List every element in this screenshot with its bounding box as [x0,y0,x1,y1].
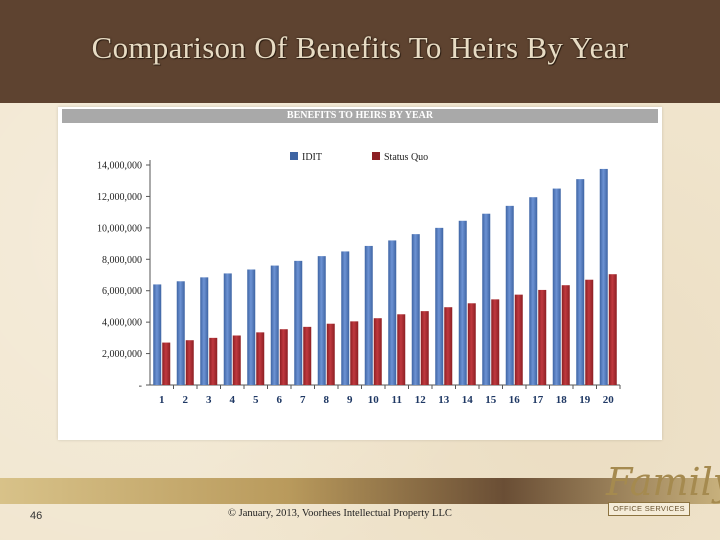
x-tick-label: 2 [183,394,189,406]
x-tick-label: 7 [300,394,306,406]
logo-subtext: OFFICE SERVICES [608,502,690,516]
bar-idit-5 [247,269,256,385]
bar-status-quo-20 [608,274,617,385]
bar-idit-3 [200,277,209,385]
bar-status-quo-19 [585,279,594,385]
bar-status-quo-6 [279,329,288,385]
bar-status-quo-3 [209,337,218,385]
x-tick-label: 19 [579,394,591,406]
legend-swatch-status-quo [372,152,380,160]
bar-status-quo-2 [185,340,194,385]
x-tick-label: 18 [556,394,568,406]
chart-title: BENEFITS TO HEIRS BY YEAR [62,109,658,123]
x-tick-label: 4 [230,394,236,406]
copyright-text: © January, 2013, Voorhees Intellectual P… [228,508,452,519]
bar-idit-12 [411,234,420,385]
bar-status-quo-11 [397,314,406,385]
y-tick-label: 14,000,000 [97,161,142,172]
bar-status-quo-15 [491,299,500,385]
y-tick-label: - [139,381,142,392]
bar-status-quo-18 [561,285,570,385]
bar-idit-11 [388,240,397,385]
bar-idit-20 [599,168,608,385]
bar-idit-9 [341,251,350,385]
bar-status-quo-10 [373,318,382,385]
bar-idit-10 [364,245,373,385]
bar-status-quo-9 [350,321,359,385]
bar-idit-2 [176,281,185,385]
footer-band [0,478,720,504]
y-tick-label: 6,000,000 [102,286,142,297]
bar-status-quo-14 [467,303,476,385]
bar-status-quo-12 [420,311,429,385]
x-tick-label: 10 [368,394,380,406]
x-tick-label: 17 [532,394,544,406]
bar-idit-18 [552,188,561,385]
bar-status-quo-16 [514,294,523,385]
y-tick-label: 12,000,000 [97,192,142,203]
bar-idit-4 [223,273,232,385]
title-bar [0,0,720,103]
x-tick-label: 9 [347,394,353,406]
bar-status-quo-17 [538,289,547,385]
legend-swatch-idit [290,152,298,160]
bar-idit-17 [529,197,538,385]
x-tick-label: 1 [159,394,165,406]
legend-label-status-quo: Status Quo [384,152,428,163]
bar-idit-1 [153,284,162,385]
bar-idit-14 [458,220,467,385]
bar-status-quo-5 [256,332,265,385]
legend-label-idit: IDIT [302,152,322,163]
bar-idit-8 [317,256,326,385]
x-tick-label: 15 [485,394,497,406]
x-tick-label: 13 [438,394,450,406]
bar-idit-15 [482,213,491,385]
x-tick-label: 11 [392,394,402,406]
x-tick-label: 12 [415,394,427,406]
x-tick-label: 16 [509,394,521,406]
bar-idit-7 [294,260,303,385]
company-logo: Family OFFICE SERVICES [588,460,720,520]
bar-status-quo-7 [303,326,312,385]
bar-status-quo-4 [232,335,241,385]
bar-idit-19 [576,179,585,385]
page-number: 46 [30,510,43,522]
bar-status-quo-8 [326,323,335,385]
bar-status-quo-1 [162,342,171,385]
bar-idit-13 [435,227,444,385]
bar-status-quo-13 [444,307,453,385]
x-tick-label: 5 [253,394,259,406]
x-tick-label: 20 [603,394,615,406]
slide-title: Comparison Of Benefits To Heirs By Year [91,30,629,65]
x-tick-label: 6 [277,394,283,406]
y-tick-label: 10,000,000 [97,223,142,234]
y-tick-label: 2,000,000 [102,349,142,360]
x-tick-label: 14 [462,394,474,406]
x-tick-label: 8 [324,394,330,406]
bar-idit-16 [505,205,514,385]
y-tick-label: 8,000,000 [102,255,142,266]
logo-script-text: Family [606,460,720,504]
y-tick-label: 4,000,000 [102,318,142,329]
bar-idit-6 [270,265,279,385]
x-tick-label: 3 [206,394,212,406]
